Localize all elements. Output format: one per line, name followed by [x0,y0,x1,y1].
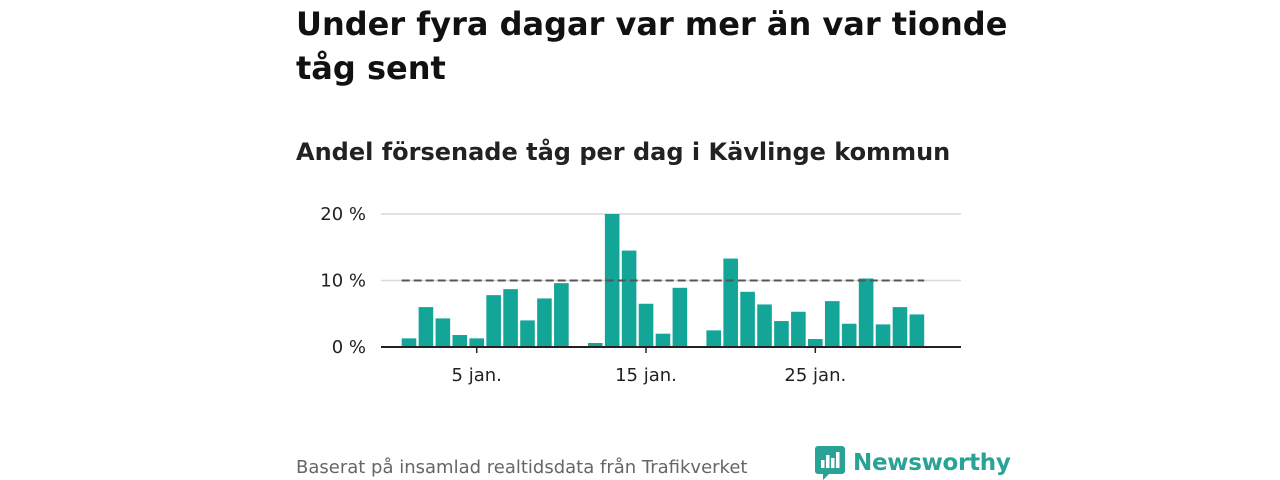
gridlines [381,213,961,282]
bar [418,307,434,347]
x-tick-label: 15 jan. [615,365,677,386]
bar [909,314,925,347]
bar [638,303,654,347]
bar [672,287,688,347]
bar [452,335,468,347]
brand-name: Newsworthy [853,450,1011,476]
x-tick-label: 5 jan. [452,365,502,386]
bar [537,298,552,347]
bar [554,283,569,347]
y-tick-label: 0 % [332,337,366,358]
bar [841,323,857,347]
bar [706,330,722,348]
bar [621,250,637,347]
bar [791,311,806,347]
bar-chart: 0 % 10 % 20 % 5 jan. 15 jan. 25 jan. [320,204,961,386]
chart-title: Under fyra dagar var mer än var tionde t… [296,5,1008,87]
bar [740,291,755,347]
bars [401,214,925,348]
bar [435,318,451,347]
axes: 0 % 10 % 20 % 5 jan. 15 jan. 25 jan. [320,204,961,386]
bar [808,339,823,347]
bar [401,338,417,347]
bar [774,321,789,347]
bar [486,295,501,347]
bar [757,304,772,347]
bar [469,338,485,347]
brand-logo: Newsworthy [815,446,1011,480]
bar [520,320,535,347]
bar [892,307,908,347]
newsworthy-logo-icon [815,446,845,480]
bar [503,289,518,347]
x-tick-label: 25 jan. [784,365,846,386]
bar [875,324,891,347]
chart-subtitle: Andel försenade tåg per dag i Kävlinge k… [296,138,951,166]
bar [587,343,603,347]
bar [723,258,738,347]
y-tick-label: 20 % [320,204,366,225]
source-note: Baserat på insamlad realtidsdata från Tr… [296,457,748,478]
bar [655,333,671,347]
y-tick-label: 10 % [320,271,366,292]
bar [824,301,840,347]
bar [858,278,874,347]
